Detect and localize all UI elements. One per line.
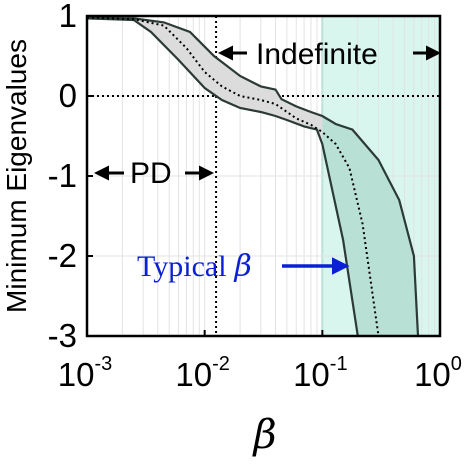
x-tick-base: 10 [58,356,95,393]
y-tick-label: 0 [59,77,77,114]
indefinite-label: Indefinite [256,38,378,71]
axis-ticks: 10-1-2-310-3 10-2 10-1 100 [48,0,462,393]
eigenvalue-band-right [322,116,418,336]
x-tick-base: 10 [293,356,330,393]
median-line [86,16,380,337]
lower-bound-line [86,17,359,337]
x-tick-exponent: -1 [330,353,348,375]
x-axis-label: β [251,412,276,458]
y-axis-label: Minimum Eigenvalues [1,39,32,313]
upper-bound-line [86,16,420,337]
x-tick-base: 10 [175,356,212,393]
x-tick-label: 10-2 [175,353,230,393]
y-tick-label: -1 [48,157,77,194]
x-tick-exponent: -3 [94,353,112,375]
x-tick-label: 100 [414,353,462,393]
typical-beta-label: Typical β [137,249,252,284]
y-tick-label: -2 [48,237,77,274]
x-tick-exponent: 0 [451,353,462,375]
pd-label: PD [130,157,172,190]
y-tick-label: 1 [59,0,77,34]
x-tick-label: 10-1 [293,353,348,393]
x-tick-label: 10-3 [58,353,113,393]
x-tick-base: 10 [414,356,451,393]
y-tick-label: -3 [48,317,77,354]
x-tick-exponent: -2 [212,353,230,375]
typical-beta-symbol: β [234,249,252,284]
